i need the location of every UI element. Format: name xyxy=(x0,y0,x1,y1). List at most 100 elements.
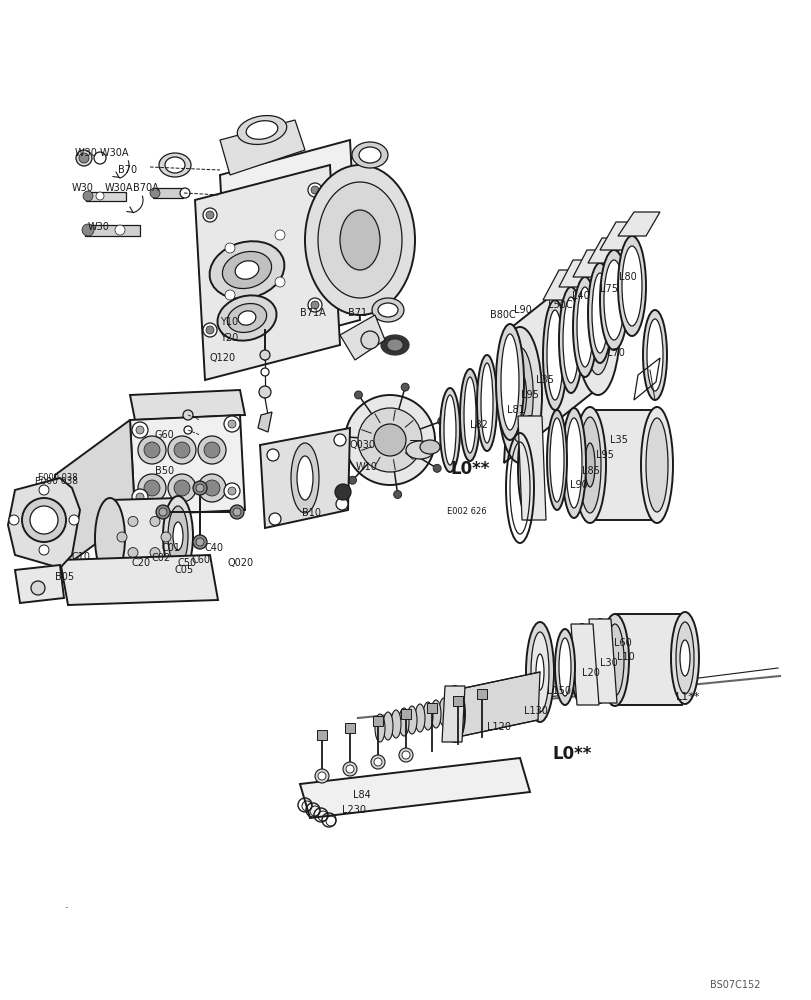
Text: L80: L80 xyxy=(618,272,636,282)
Circle shape xyxy=(150,188,160,198)
Circle shape xyxy=(437,417,445,425)
Circle shape xyxy=(267,449,279,461)
Ellipse shape xyxy=(679,640,689,676)
Bar xyxy=(427,703,436,713)
Polygon shape xyxy=(558,260,596,287)
Ellipse shape xyxy=(444,395,456,465)
Polygon shape xyxy=(588,619,616,703)
Circle shape xyxy=(228,487,236,495)
Ellipse shape xyxy=(640,407,672,523)
Ellipse shape xyxy=(173,522,182,550)
Circle shape xyxy=(374,758,381,766)
Ellipse shape xyxy=(530,632,548,712)
Ellipse shape xyxy=(591,273,607,353)
Circle shape xyxy=(132,489,148,505)
Text: Q120: Q120 xyxy=(210,353,236,363)
Ellipse shape xyxy=(562,297,578,383)
Circle shape xyxy=(184,426,191,434)
Text: E002 626: E002 626 xyxy=(446,507,486,516)
Polygon shape xyxy=(195,165,340,380)
Circle shape xyxy=(161,532,171,542)
Ellipse shape xyxy=(387,339,402,351)
Text: C02: C02 xyxy=(152,553,171,563)
Circle shape xyxy=(260,350,270,360)
Circle shape xyxy=(174,480,190,496)
Ellipse shape xyxy=(480,363,492,443)
Bar xyxy=(345,723,354,733)
Circle shape xyxy=(159,508,167,516)
Text: L40: L40 xyxy=(571,291,589,301)
Text: Y20: Y20 xyxy=(220,333,238,343)
Ellipse shape xyxy=(163,496,193,576)
Text: L0**: L0** xyxy=(450,460,490,478)
Ellipse shape xyxy=(238,311,255,325)
Circle shape xyxy=(393,490,401,498)
Text: Q030: Q030 xyxy=(350,440,375,450)
Ellipse shape xyxy=(676,622,693,694)
Circle shape xyxy=(311,186,319,194)
Ellipse shape xyxy=(318,182,401,298)
Circle shape xyxy=(76,150,92,166)
Bar xyxy=(86,192,126,201)
Ellipse shape xyxy=(237,116,286,144)
Text: L85: L85 xyxy=(581,466,599,476)
Text: Y10: Y10 xyxy=(220,317,238,327)
Ellipse shape xyxy=(414,704,424,732)
Text: E000 038: E000 038 xyxy=(38,473,78,482)
Circle shape xyxy=(182,410,193,420)
Text: L20: L20 xyxy=(581,668,599,678)
Bar xyxy=(85,225,139,236)
Ellipse shape xyxy=(573,407,605,523)
Polygon shape xyxy=(258,412,272,432)
Circle shape xyxy=(224,483,240,499)
Text: C20: C20 xyxy=(132,558,151,568)
Polygon shape xyxy=(220,140,359,355)
Circle shape xyxy=(331,432,339,440)
Circle shape xyxy=(371,755,384,769)
Text: L35: L35 xyxy=(535,375,553,385)
Text: L84: L84 xyxy=(353,790,371,800)
Text: L35: L35 xyxy=(609,435,627,445)
Ellipse shape xyxy=(578,417,600,513)
Circle shape xyxy=(401,751,410,759)
Text: L70: L70 xyxy=(607,348,624,358)
Ellipse shape xyxy=(565,418,581,508)
Circle shape xyxy=(193,535,207,549)
Circle shape xyxy=(82,224,94,236)
Polygon shape xyxy=(299,758,530,818)
Circle shape xyxy=(150,516,160,526)
Polygon shape xyxy=(617,212,659,236)
Circle shape xyxy=(156,505,169,519)
Circle shape xyxy=(318,772,325,780)
Polygon shape xyxy=(441,686,465,742)
Polygon shape xyxy=(15,565,64,603)
Ellipse shape xyxy=(246,121,277,139)
Text: W30: W30 xyxy=(88,222,109,232)
Polygon shape xyxy=(611,614,684,705)
Ellipse shape xyxy=(444,686,465,742)
Ellipse shape xyxy=(358,147,380,163)
Circle shape xyxy=(348,476,356,484)
Ellipse shape xyxy=(290,443,319,513)
Circle shape xyxy=(432,464,440,472)
Circle shape xyxy=(225,243,234,253)
Text: L95: L95 xyxy=(521,390,539,400)
Circle shape xyxy=(401,383,409,391)
Ellipse shape xyxy=(305,165,414,315)
Ellipse shape xyxy=(605,624,623,696)
Polygon shape xyxy=(543,270,582,300)
Ellipse shape xyxy=(584,443,594,487)
Circle shape xyxy=(333,434,345,446)
Circle shape xyxy=(132,422,148,438)
Circle shape xyxy=(275,230,285,240)
Polygon shape xyxy=(584,410,659,520)
Circle shape xyxy=(198,474,225,502)
Circle shape xyxy=(69,515,79,525)
Ellipse shape xyxy=(526,622,553,722)
Ellipse shape xyxy=(431,700,440,728)
Bar xyxy=(401,709,410,719)
Circle shape xyxy=(358,408,422,472)
Bar xyxy=(476,689,487,699)
Text: L120: L120 xyxy=(487,722,510,732)
Ellipse shape xyxy=(378,303,397,317)
